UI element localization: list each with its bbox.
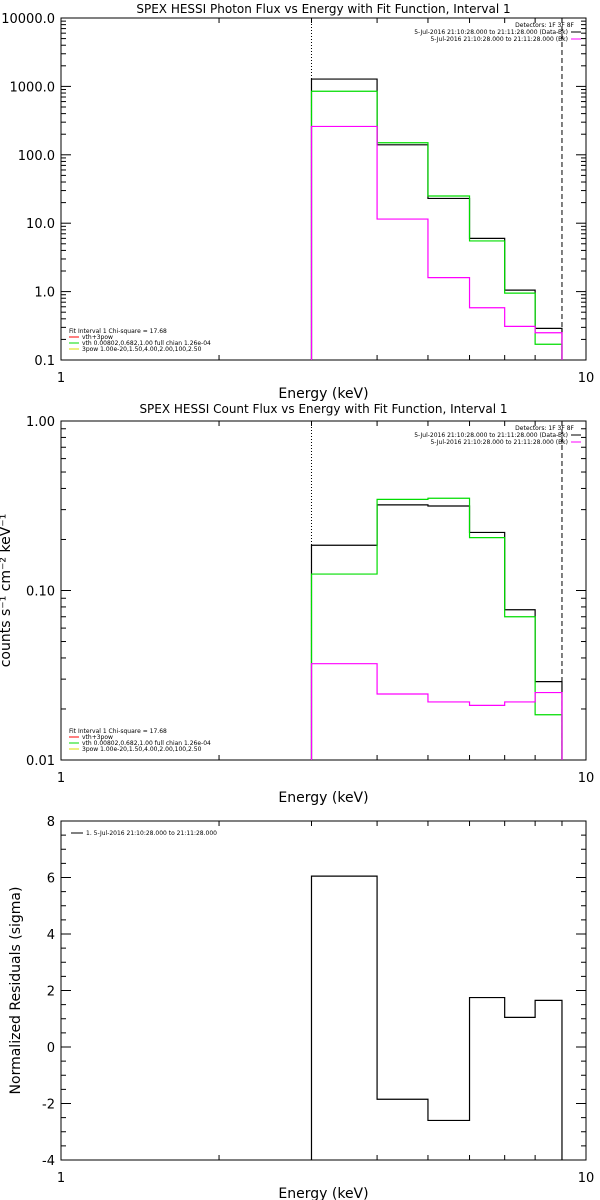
x-axis-label: Energy (keV): [278, 386, 368, 402]
legend-entry-1: 5-Jul-2016 21:10:28.000 to 21:11:28.000 …: [414, 29, 568, 36]
legend-entry-2: 5-Jul-2016 21:10:28.000 to 21:11:28.000 …: [430, 36, 568, 43]
fit-legend-entry-2: vth 0.00802,0.682,1.00 full chian 1.26e-…: [82, 740, 211, 747]
series-3-line: [310, 663, 563, 760]
legend-header: Detectors: 1F 3F 8F: [515, 425, 574, 432]
legend-header: Detectors: 1F 3F 8F: [515, 22, 574, 29]
series-1-line: [310, 504, 563, 760]
y-tick-label: 0: [47, 1041, 55, 1056]
y-tick-label: 0.1: [34, 354, 55, 369]
y-tick-label: 1.0: [34, 286, 55, 301]
y-tick-label: 1000.0: [10, 80, 56, 95]
fit-legend-entry-1: vth+3pow: [82, 334, 113, 341]
y-tick-label: -2: [42, 1098, 55, 1113]
y-tick-label: 4: [47, 928, 55, 943]
legend-entry-1: 1. 5-Jul-2016 21:10:28.000 to 21:11:28.0…: [86, 830, 217, 837]
y-tick-label: 10000.0: [1, 12, 55, 27]
y-tick-label: 0.01: [26, 754, 55, 769]
y-tick-label: 100.0: [18, 149, 55, 164]
series-2-line: [310, 497, 563, 760]
legend-entry-1: 5-Jul-2016 21:10:28.000 to 21:11:28.000 …: [414, 432, 568, 439]
y-tick-label: 8: [47, 815, 55, 830]
y-axis-label: counts s⁻¹ cm⁻² keV⁻¹: [0, 514, 14, 668]
x-axis-label: Energy (keV): [278, 790, 368, 806]
fit-legend-entry-3: 3pow 1.00e-20,1.50,4.00,2.00,100,2.50: [82, 346, 202, 353]
y-tick-label: 0.10: [26, 585, 55, 600]
x-tick-label: 1: [57, 371, 65, 386]
y-axis-label: Normalized Residuals (sigma): [8, 887, 24, 1095]
fit-legend-header: Fit Interval 1 Chi-square = 17.68: [69, 328, 167, 335]
series-1-line: [310, 78, 563, 360]
fit-legend-entry-3: 3pow 1.00e-20,1.50,4.00,2.00,100,2.50: [82, 746, 202, 753]
chart-title: SPEX HESSI Count Flux vs Energy with Fit…: [139, 402, 507, 416]
series-2-line: [310, 90, 563, 360]
plot-frame: [60, 420, 587, 761]
panel-2: SPEX HESSI Count Flux vs Energy with Fit…: [0, 402, 594, 806]
plot-frame: [60, 17, 587, 361]
y-tick-label: -4: [42, 1154, 55, 1169]
x-axis-label: Energy (keV): [278, 1186, 368, 1200]
y-tick-label: 1.00: [26, 415, 55, 430]
y-tick-label: 2: [47, 985, 55, 1000]
x-tick-label: 10: [578, 1171, 595, 1186]
fit-legend-entry-2: vth 0.00802,0.682,1.00 full chian 1.26e-…: [82, 340, 211, 347]
x-tick-label: 10: [578, 371, 595, 386]
x-tick-label: 1: [57, 771, 65, 786]
legend-entry-2: 5-Jul-2016 21:10:28.000 to 21:11:28.000 …: [430, 439, 568, 446]
panel-1: SPEX HESSI Photon Flux vs Energy with Fi…: [1, 2, 594, 402]
plot-frame: [60, 820, 587, 1161]
x-tick-label: 1: [57, 1171, 65, 1186]
x-tick-label: 10: [578, 771, 595, 786]
series-1-line: [310, 875, 563, 1160]
panel-3: 1 10 -4 -2 0 2 4 6 8 Energy (keV) Normalized Resid…: [8, 815, 594, 1200]
chart-title: SPEX HESSI Photon Flux vs Energy with Fi…: [136, 2, 510, 16]
fit-legend-entry-1: vth+3pow: [82, 734, 113, 741]
y-tick-label: 10.0: [26, 217, 55, 232]
series-3-line: [310, 125, 563, 360]
y-tick-label: 6: [47, 872, 55, 887]
fit-legend-header: Fit Interval 1 Chi-square = 17.68: [69, 728, 167, 735]
